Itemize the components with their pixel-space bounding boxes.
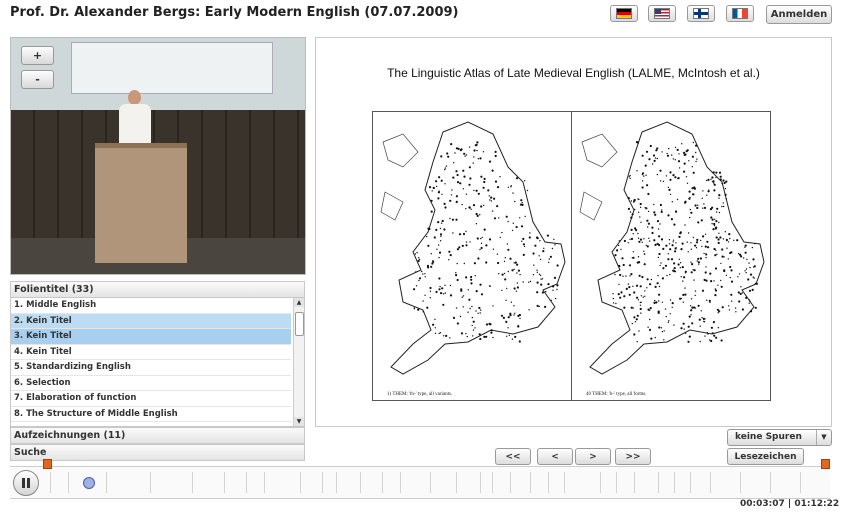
timeline-segment-divider bbox=[192, 472, 193, 493]
dialect-map-left: 1) THEM: 'th-' type, all variants. bbox=[372, 111, 572, 401]
flag-fi-icon bbox=[693, 8, 709, 19]
last-slide-button[interactable]: >> bbox=[615, 448, 651, 465]
timeline-segment-divider bbox=[400, 472, 401, 493]
timeline-segment-divider bbox=[510, 472, 511, 493]
slide-list-item[interactable]: 2. Kein Titel bbox=[11, 313, 291, 329]
timeline-segment-divider bbox=[600, 472, 601, 493]
flag-us-icon bbox=[654, 8, 670, 19]
map-right-caption: 40 THEM: 'h-' type, all forms. bbox=[586, 392, 647, 397]
timeline-playhead[interactable] bbox=[82, 477, 95, 489]
login-button[interactable]: Anmelden bbox=[766, 5, 832, 24]
flag-fr-icon bbox=[732, 8, 748, 19]
map-left-caption: 1) THEM: 'th-' type, all variants. bbox=[387, 392, 453, 397]
total-time: 01:12:22 bbox=[794, 499, 840, 509]
timeline-segment-divider bbox=[246, 472, 247, 493]
timeline-segment-divider bbox=[322, 472, 323, 493]
timeline-segment-divider bbox=[492, 472, 493, 493]
zoom-out-button[interactable]: - bbox=[21, 70, 54, 89]
timeline-segment-divider bbox=[658, 472, 659, 493]
timeline-segment-divider bbox=[564, 472, 565, 493]
pause-icon bbox=[21, 478, 31, 488]
slide-list-item[interactable]: 5. Standardizing English bbox=[11, 360, 291, 376]
tracks-dropdown-label: keine Spuren bbox=[735, 432, 802, 442]
timeline-segment-divider bbox=[800, 472, 801, 493]
language-fi-button[interactable] bbox=[687, 5, 715, 22]
map-right-graphic bbox=[579, 121, 765, 375]
language-fr-button[interactable] bbox=[726, 5, 754, 22]
language-en-button[interactable] bbox=[648, 5, 676, 22]
timeline-segment-divider bbox=[480, 472, 481, 493]
timeline-segment-divider bbox=[360, 472, 361, 493]
current-time: 00:03:07 bbox=[740, 499, 785, 509]
slide-title: The Linguistic Atlas of Late Medieval En… bbox=[387, 66, 760, 80]
timeline-segment-divider bbox=[106, 472, 107, 493]
scroll-up-icon[interactable]: ▲ bbox=[294, 298, 304, 307]
timeline-segment-divider bbox=[430, 472, 431, 493]
slide-view: The Linguistic Atlas of Late Medieval En… bbox=[315, 37, 832, 427]
video-speaker bbox=[119, 90, 151, 148]
timeline-segment-divider bbox=[50, 472, 51, 493]
timeline-segment-divider bbox=[456, 472, 457, 493]
previous-slide-button[interactable]: < bbox=[537, 448, 573, 465]
tracks-dropdown[interactable]: keine Spuren ▼ bbox=[727, 429, 832, 446]
timeline-segment-divider bbox=[336, 472, 337, 493]
bookmark-button[interactable]: Lesezeichen bbox=[727, 448, 804, 465]
timeline-segment-divider bbox=[616, 472, 617, 493]
timeline-segment-divider bbox=[548, 472, 549, 493]
timeline-segment-divider bbox=[300, 472, 301, 493]
timeline-segment-divider bbox=[740, 472, 741, 493]
timeline-segment-divider bbox=[634, 472, 635, 493]
dialect-map-right: 40 THEM: 'h-' type, all forms. bbox=[571, 111, 771, 401]
timeline-segment-divider bbox=[530, 472, 531, 493]
timeline-segment-divider bbox=[150, 472, 151, 493]
timeline-segment-divider bbox=[770, 472, 771, 493]
timeline[interactable] bbox=[10, 459, 830, 499]
next-slide-button[interactable]: > bbox=[575, 448, 611, 465]
flag-de-icon bbox=[616, 8, 632, 19]
timeline-segment-divider bbox=[224, 472, 225, 493]
slide-list-item-selected[interactable]: 3. Kein Titel bbox=[11, 329, 291, 345]
slide-list-item[interactable]: 7. Elaboration of function bbox=[11, 391, 291, 407]
slide-list-header[interactable]: Folientitel (33) bbox=[10, 281, 305, 298]
time-separator: | bbox=[787, 499, 792, 509]
map-left-graphic bbox=[380, 121, 566, 375]
pause-button[interactable] bbox=[13, 470, 39, 496]
scrollbar-thumb[interactable] bbox=[295, 312, 304, 336]
slide-list-item[interactable]: 1. Middle English bbox=[11, 298, 291, 314]
page-title: Prof. Dr. Alexander Bergs: Early Modern … bbox=[10, 5, 459, 20]
search-header[interactable]: Suche bbox=[10, 444, 305, 461]
zoom-in-button[interactable]: + bbox=[21, 46, 54, 65]
language-de-button[interactable] bbox=[610, 5, 638, 22]
timeline-segment-divider bbox=[68, 472, 69, 493]
time-display: 00:03:07 | 01:12:22 bbox=[740, 499, 839, 509]
timeline-segment-divider bbox=[264, 472, 265, 493]
first-slide-button[interactable]: << bbox=[495, 448, 531, 465]
video-podium bbox=[95, 143, 187, 263]
chevron-down-icon[interactable]: ▼ bbox=[816, 430, 831, 445]
timeline-end-marker[interactable] bbox=[821, 459, 830, 469]
slide-list-item[interactable]: 6. Selection bbox=[11, 376, 291, 391]
timeline-start-marker[interactable] bbox=[43, 459, 52, 469]
video-projection-screen bbox=[11, 38, 305, 110]
recordings-header[interactable]: Aufzeichnungen (11) bbox=[10, 427, 305, 444]
timeline-segment-divider bbox=[710, 472, 711, 493]
slide-list-item[interactable]: 8. The Structure of Middle English bbox=[11, 407, 291, 422]
video-player[interactable]: + - bbox=[10, 37, 306, 275]
timeline-segment-divider bbox=[382, 472, 383, 493]
slide-list: 1. Middle English 2. Kein Titel 3. Kein … bbox=[10, 298, 305, 427]
slide-list-scrollbar[interactable]: ▲ ▼ bbox=[293, 298, 304, 426]
slide-list-item[interactable]: 4. Kein Titel bbox=[11, 345, 291, 360]
slide-list-panel: Folientitel (33) 1. Middle English 2. Ke… bbox=[10, 281, 305, 461]
timeline-segment-divider bbox=[690, 472, 691, 493]
timeline-segment-divider bbox=[674, 472, 675, 493]
scroll-down-icon[interactable]: ▼ bbox=[294, 417, 304, 426]
